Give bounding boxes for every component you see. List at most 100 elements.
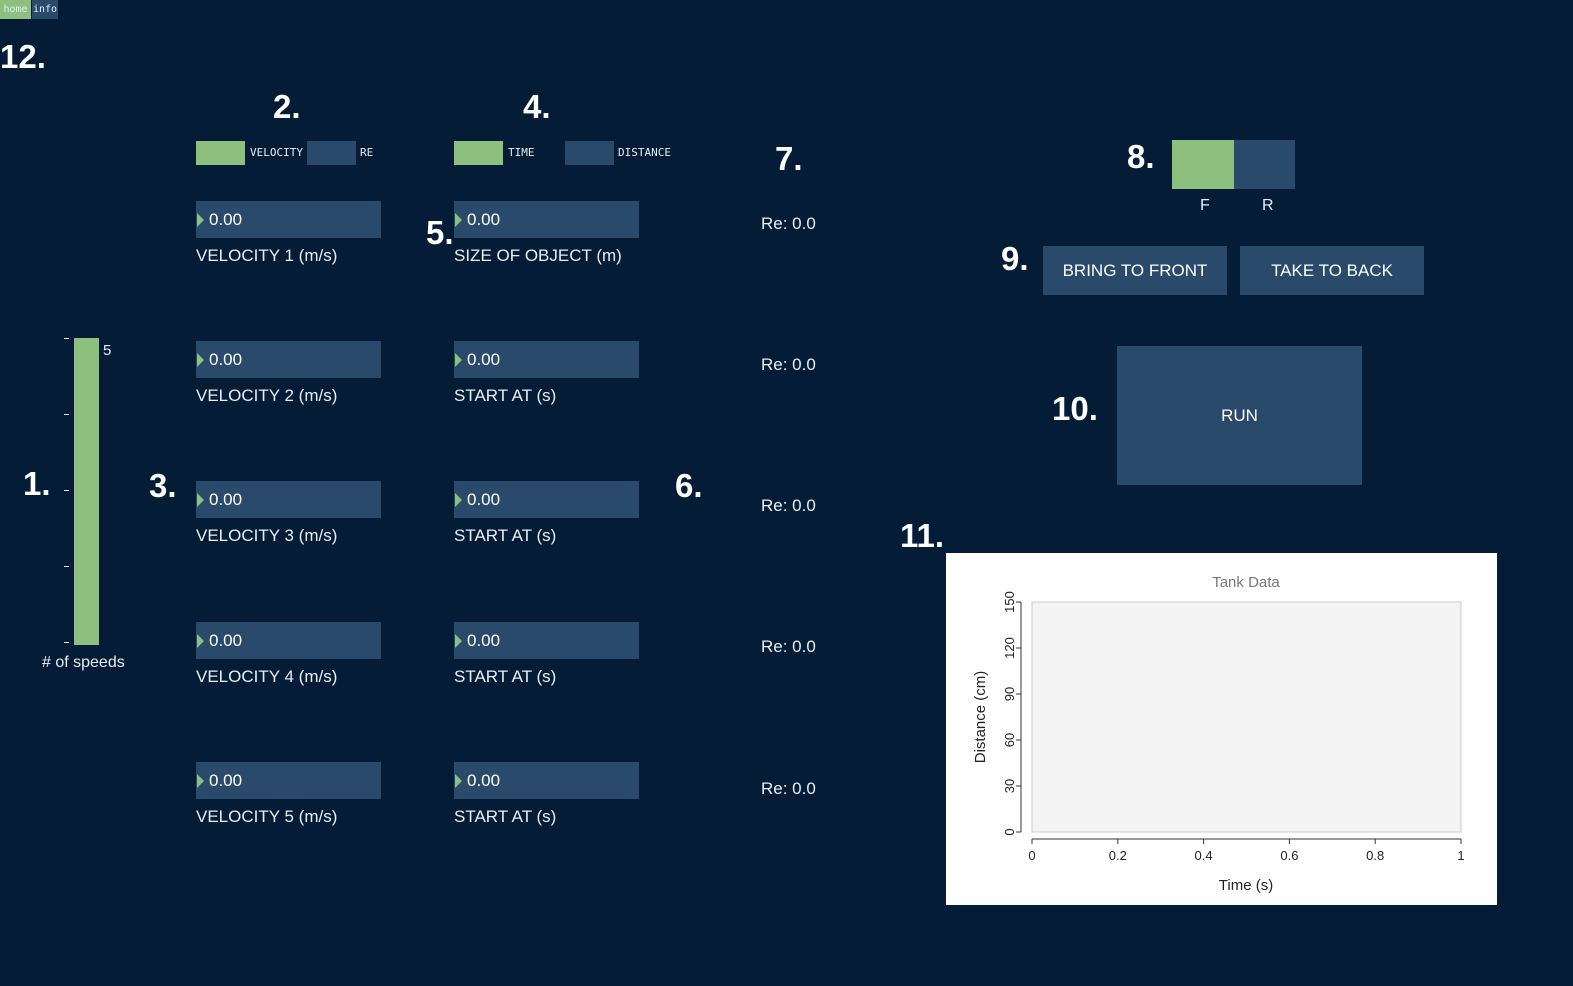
slider-track[interactable] [74, 338, 99, 645]
start-at-5-label: START AT (s) [454, 807, 557, 826]
field-value: 0.00 [467, 490, 501, 509]
bring-to-front-button[interactable]: BRING TO FRONT [1043, 246, 1227, 295]
start-at-2-label: START AT (s) [454, 386, 557, 405]
caret-icon [455, 774, 462, 788]
object-size-label: SIZE OF OBJECT (m) [454, 246, 622, 265]
field-value: 0.00 [467, 350, 501, 369]
start-at-3-input[interactable]: 0.00 [454, 481, 639, 518]
forward-label: F [1200, 197, 1210, 214]
velocity-3-label: VELOCITY 3 (m/s) [196, 526, 338, 545]
start-at-2-input[interactable]: 0.00 [454, 341, 639, 378]
re-readout-3: Re: 0.0 [761, 496, 816, 515]
velocity-2-input[interactable]: 0.00 [196, 341, 381, 378]
velocity-2-label: VELOCITY 2 (m/s) [196, 386, 338, 405]
y-tick-label: 90 [1002, 687, 1017, 701]
marker-11: 11. [900, 517, 945, 554]
start-at-4-label: START AT (s) [454, 667, 557, 686]
info-button[interactable]: info [32, 0, 58, 19]
re-readout-2: Re: 0.0 [761, 355, 816, 374]
distance-toggle-swatch[interactable] [565, 141, 614, 165]
velocity-1-input[interactable]: 0.00 [196, 201, 381, 238]
distance-toggle-label: DISTANCE [618, 146, 671, 159]
re-toggle-label: RE [360, 146, 374, 159]
y-tick-label: 120 [1002, 637, 1017, 659]
chart-title: Tank Data [1212, 574, 1280, 591]
time-toggle-label: TIME [508, 146, 535, 159]
object-size-input[interactable]: 0.00 [454, 201, 639, 238]
re-readout-5: Re: 0.0 [761, 779, 816, 798]
marker-6: 6. [675, 467, 703, 504]
axis-ticks: 0 0.2 0.4 0.6 0.8 1 0 30 60 90 120 150 [1002, 591, 1465, 863]
chart-svg: Tank Data Time (s) Distance (cm) 0 0.2 0.4… [972, 574, 1465, 894]
start-at-3-label: START AT (s) [454, 526, 557, 545]
field-value: 0.00 [467, 210, 501, 229]
caret-icon [455, 493, 462, 507]
speeds-slider-label: # of speeds [42, 654, 125, 671]
y-axis-label: Distance (cm) [972, 671, 989, 764]
caret-icon [455, 213, 462, 227]
run-button[interactable]: RUN [1117, 346, 1362, 485]
x-tick-label: 0.2 [1109, 848, 1127, 863]
marker-3: 3. [149, 467, 177, 504]
slider-tick [64, 566, 69, 567]
caret-icon [455, 353, 462, 367]
field-value: 0.00 [209, 210, 243, 229]
start-at-4-input[interactable]: 0.00 [454, 622, 639, 659]
reverse-label: R [1262, 197, 1274, 214]
velocity-5-input[interactable]: 0.00 [196, 762, 381, 799]
caret-icon [197, 493, 204, 507]
take-to-back-button[interactable]: TAKE TO BACK [1240, 246, 1424, 295]
marker-10: 10. [1052, 390, 1098, 427]
tank-data-chart: Tank Data Time (s) Distance (cm) 0 0.2 0.4… [946, 553, 1497, 905]
velocity-3-input[interactable]: 0.00 [196, 481, 381, 518]
reverse-toggle[interactable] [1234, 140, 1295, 189]
velocity-1-label: VELOCITY 1 (m/s) [196, 246, 338, 265]
x-tick-label: 0 [1028, 848, 1035, 863]
x-tick-label: 0.6 [1280, 848, 1298, 863]
velocity-toggle-swatch[interactable] [196, 141, 245, 165]
y-tick-label: 150 [1002, 591, 1017, 613]
marker-9: 9. [1001, 240, 1029, 277]
field-value: 0.00 [467, 771, 501, 790]
plot-area [1031, 601, 1462, 833]
slider-tick [64, 490, 69, 491]
home-button[interactable]: home [0, 0, 31, 19]
velocity-4-input[interactable]: 0.00 [196, 622, 381, 659]
x-tick-label: 0.8 [1366, 848, 1384, 863]
x-tick-label: 0.4 [1195, 848, 1213, 863]
caret-icon [197, 353, 204, 367]
time-toggle-swatch[interactable] [454, 141, 503, 165]
field-value: 0.00 [209, 771, 243, 790]
y-tick-label: 0 [1002, 828, 1017, 835]
caret-icon [455, 634, 462, 648]
marker-8: 8. [1127, 138, 1155, 175]
marker-12: 12. [0, 38, 46, 75]
field-value: 0.00 [209, 490, 243, 509]
start-at-5-input[interactable]: 0.00 [454, 762, 639, 799]
x-tick-label: 1 [1457, 848, 1464, 863]
re-toggle-swatch[interactable] [307, 141, 356, 165]
caret-icon [197, 213, 204, 227]
marker-2: 2. [273, 88, 301, 125]
slider-fill [74, 338, 99, 645]
velocity-5-label: VELOCITY 5 (m/s) [196, 807, 338, 826]
slider-tick [64, 642, 69, 643]
velocity-4-label: VELOCITY 4 (m/s) [196, 667, 338, 686]
y-tick-label: 60 [1002, 733, 1017, 747]
caret-icon [197, 774, 204, 788]
field-value: 0.00 [209, 631, 243, 650]
slider-value: 5 [103, 342, 112, 359]
slider-tick [64, 338, 69, 339]
field-value: 0.00 [209, 350, 243, 369]
caret-icon [197, 634, 204, 648]
slider-tick [64, 414, 69, 415]
forward-toggle[interactable] [1172, 140, 1234, 189]
marker-4: 4. [523, 88, 551, 125]
marker-5: 5. [426, 214, 454, 251]
re-readout-4: Re: 0.0 [761, 637, 816, 656]
y-tick-label: 30 [1002, 779, 1017, 793]
marker-1: 1. [23, 465, 51, 502]
x-axis-label: Time (s) [1219, 877, 1273, 894]
marker-7: 7. [775, 140, 803, 177]
field-value: 0.00 [467, 631, 501, 650]
